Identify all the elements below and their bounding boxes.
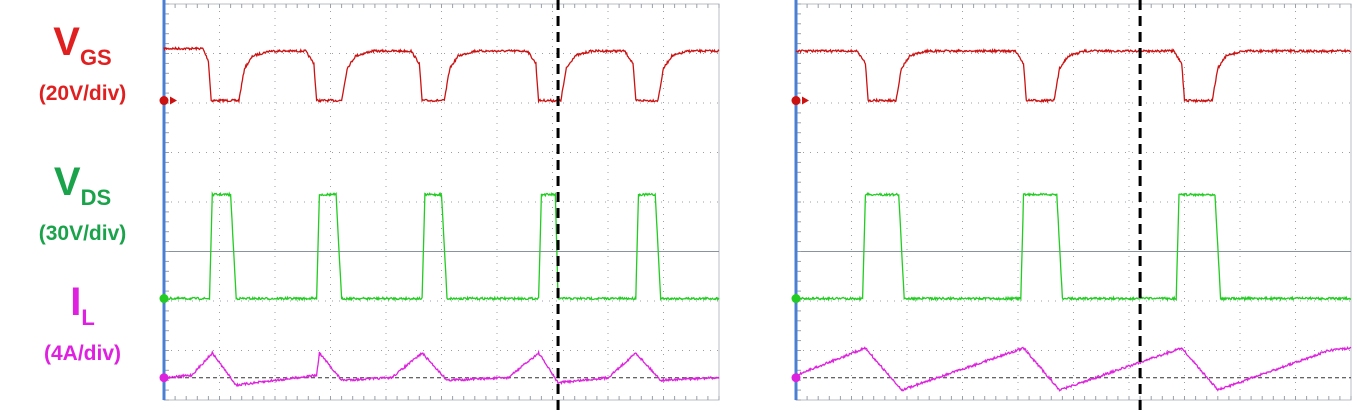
label-il: IL (4A/div) <box>0 282 165 366</box>
scope-panel-2 <box>791 0 1352 412</box>
label-vgs: VGS (20V/div) <box>0 22 165 106</box>
ground-marker-i-l <box>159 373 169 383</box>
waveform-v-ds <box>795 191 1352 302</box>
ground-marker-v-ds <box>159 294 169 304</box>
label-vgs-main: V <box>53 20 80 64</box>
waveform-i-l <box>795 345 1352 392</box>
label-vds-main: V <box>53 160 81 204</box>
label-il-main: I <box>70 280 82 324</box>
label-vds-sub: DS <box>80 185 112 210</box>
label-il-scale: (4A/div) <box>43 342 121 365</box>
label-vds-scale: (30V/div) <box>38 222 127 245</box>
label-vgs-sub: GS <box>79 45 112 70</box>
label-vds: VDS (30V/div) <box>0 162 165 246</box>
ground-marker-v-ds <box>791 294 801 304</box>
label-vgs-scale: (20V/div) <box>38 82 127 105</box>
waveform-v-gs <box>795 48 1352 104</box>
waveform-v-gs <box>163 46 720 104</box>
trigger-arrow-marker <box>802 96 809 105</box>
label-il-main-line: IL <box>0 282 165 338</box>
label-vds-main-line: VDS <box>0 162 165 218</box>
label-il-sub: L <box>81 305 95 330</box>
ground-marker-i-l <box>791 373 801 383</box>
waveform-i-l <box>163 349 720 388</box>
trigger-arrow-marker <box>170 96 177 105</box>
ground-marker-v-gs <box>159 96 169 106</box>
scope-panel-1 <box>159 0 720 412</box>
label-vgs-main-line: VGS <box>0 22 165 78</box>
ground-marker-v-gs <box>791 96 801 106</box>
waveform-v-ds <box>163 191 720 302</box>
